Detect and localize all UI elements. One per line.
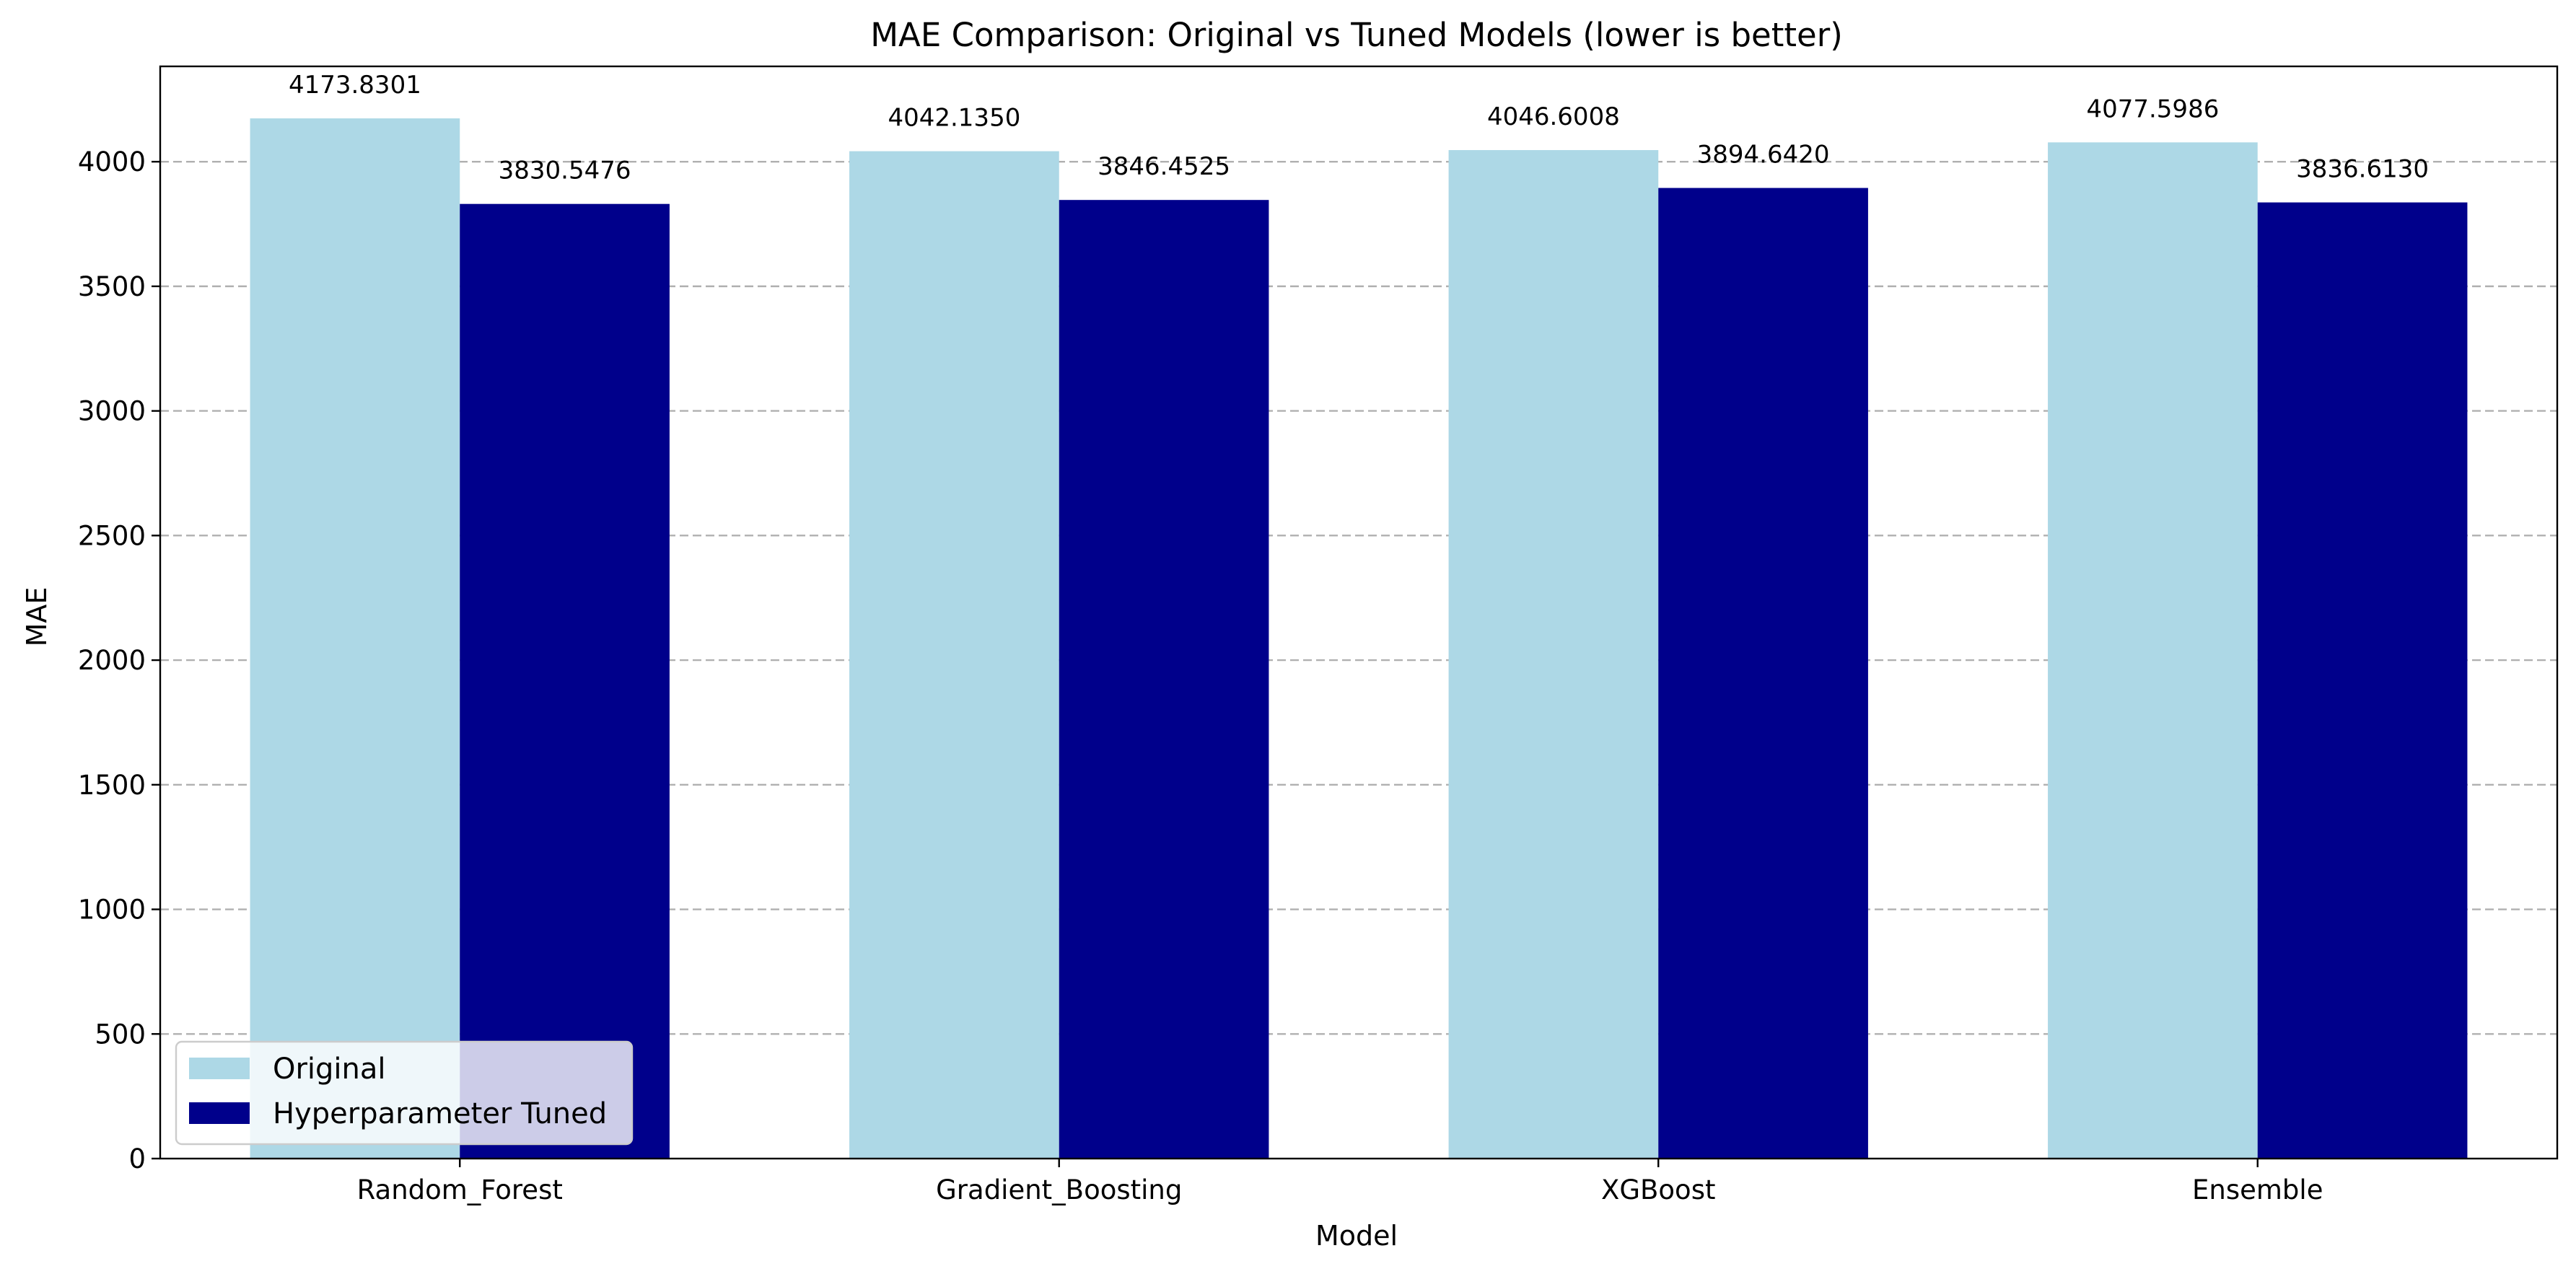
- y-tick-label-3500: 3500: [78, 271, 146, 302]
- legend: Original Hyperparameter Tuned: [175, 1040, 634, 1146]
- value-label-original-random-forest: 4173.8301: [289, 71, 421, 100]
- value-label-hyperparameter-tuned-ensemble: 3836.6130: [2296, 155, 2429, 184]
- legend-box: [175, 1040, 634, 1146]
- x-tick-label-random-forest: Random_Forest: [357, 1174, 563, 1205]
- axis-ticks: 0 500 1000 1500 2000 2500 3000 3500 4000 Random_F…: [78, 146, 2323, 1205]
- x-axis-label: Model: [1315, 1220, 1398, 1252]
- bar-original-xgboost: [1448, 150, 1659, 1159]
- y-tick-label-1000: 1000: [78, 895, 146, 926]
- bar-hyperparameter-tuned-xgboost: [1658, 188, 1868, 1159]
- bar-hyperparameter-tuned-random-forest: [460, 203, 670, 1159]
- x-tick-label-xgboost: XGBoost: [1601, 1174, 1715, 1205]
- value-label-hyperparameter-tuned-random-forest: 3830.5476: [499, 157, 631, 185]
- value-label-original-gradient-boosting: 4042.1350: [888, 104, 1020, 133]
- legend-swatch-original: [189, 1058, 250, 1079]
- bar-hyperparameter-tuned-gradient-boosting: [1059, 200, 1269, 1159]
- y-tick-label-500: 500: [95, 1019, 146, 1050]
- y-axis-label: MAE: [21, 587, 53, 647]
- y-tick-label-2500: 2500: [78, 520, 146, 551]
- value-label-hyperparameter-tuned-xgboost: 3894.6420: [1697, 141, 1830, 170]
- grid-lines: [160, 160, 2557, 1035]
- bar-original-random-forest: [250, 118, 460, 1159]
- value-labels: 4173.8301 3830.5476 4042.1350 3846.4525 4046…: [289, 71, 2429, 185]
- value-label-original-xgboost: 4046.6008: [1487, 102, 1620, 131]
- bar-original-ensemble: [2048, 142, 2258, 1159]
- x-tick-label-gradient-boosting: Gradient_Boosting: [936, 1174, 1182, 1205]
- legend-swatch-hyperparameter-tuned: [189, 1102, 250, 1124]
- x-tick-label-ensemble: Ensemble: [2192, 1174, 2323, 1205]
- bar-hyperparameter-tuned-ensemble: [2257, 202, 2468, 1159]
- value-label-hyperparameter-tuned-gradient-boosting: 3846.4525: [1098, 152, 1230, 181]
- value-label-original-ensemble: 4077.5986: [2086, 95, 2219, 123]
- axes-frame: [159, 65, 2559, 1160]
- bar-original-gradient-boosting: [849, 151, 1059, 1159]
- y-tick-label-4000: 4000: [78, 146, 146, 177]
- bars: [250, 118, 2468, 1159]
- y-tick-label-2000: 2000: [78, 645, 146, 676]
- y-tick-label-1500: 1500: [78, 770, 146, 801]
- chart-title: MAE Comparison: Original vs Tuned Models…: [870, 16, 1843, 54]
- y-tick-label-0: 0: [128, 1143, 146, 1174]
- plot-frame: [159, 65, 2559, 1160]
- legend-label-hyperparameter-tuned: Hyperparameter Tuned: [273, 1097, 607, 1130]
- legend-label-original: Original: [273, 1053, 386, 1086]
- y-tick-label-3000: 3000: [78, 396, 146, 427]
